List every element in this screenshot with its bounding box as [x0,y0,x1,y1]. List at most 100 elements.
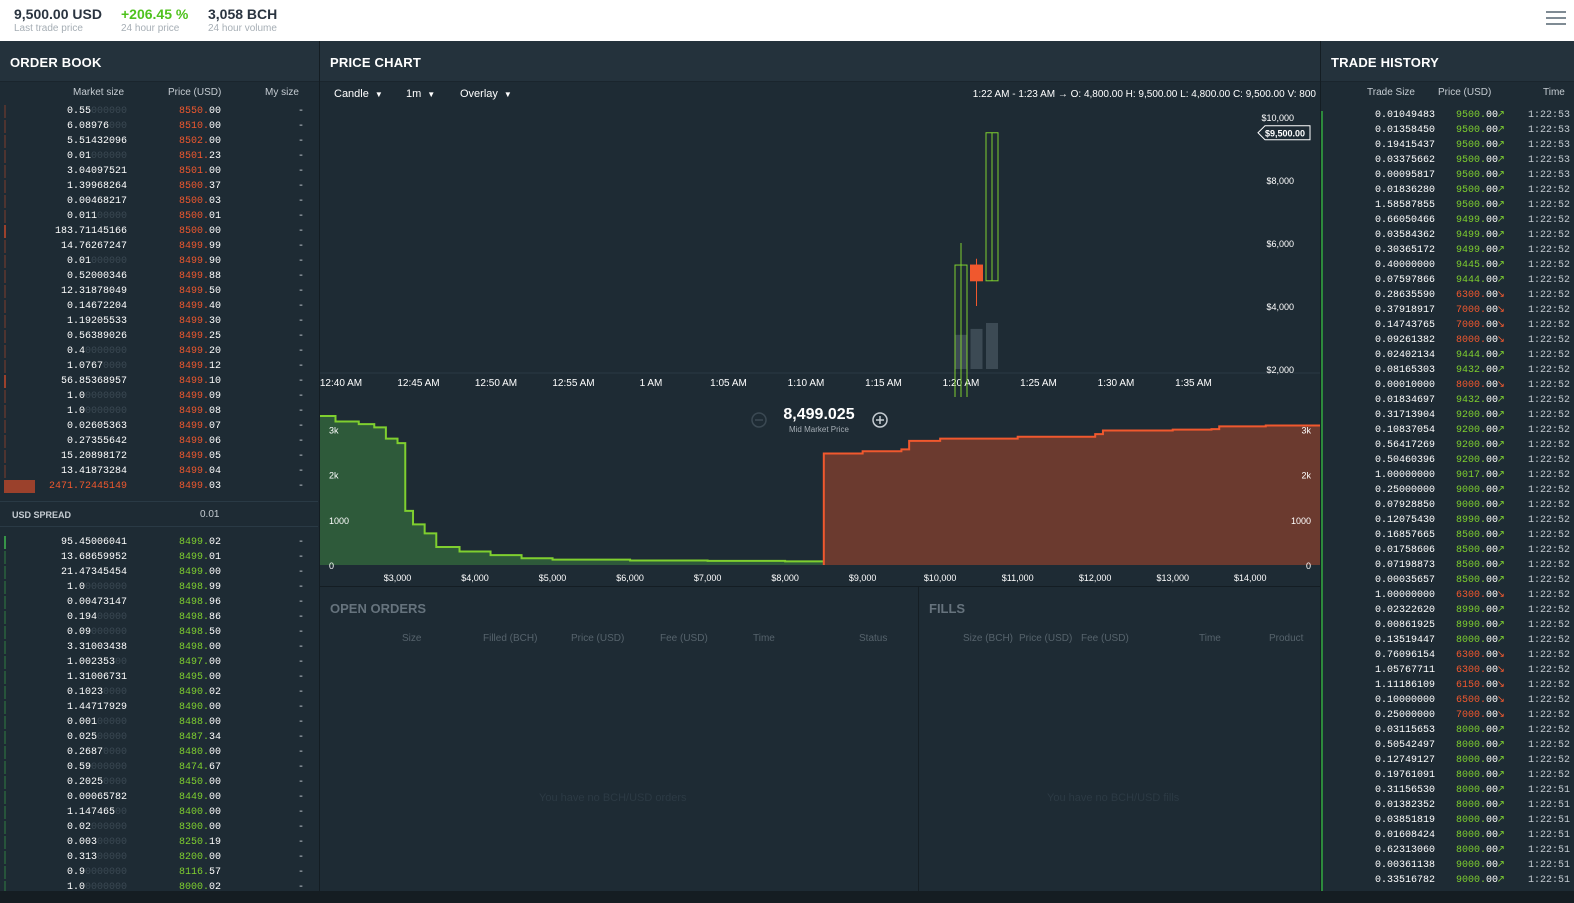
chart-type-select[interactable]: Candle ▼ [334,88,383,100]
ask-row[interactable]: 0.52000346 8499.88 - [0,269,318,284]
ask-row[interactable]: 3.04097521 8501.00 - [0,164,318,179]
bid-row[interactable]: 3.31003438 8498.00 - [0,640,318,655]
ask-row[interactable]: 0.01000000 8501.23 - [0,149,318,164]
market-size: 0.00300000 [66,837,127,848]
ask-row[interactable]: 1.39968264 8500.37 - [0,179,318,194]
trade-price: 9000.00 [1455,875,1498,886]
bid-row[interactable]: 1.00235300 8497.00 - [0,655,318,670]
bid-row[interactable]: 0.31300000 8200.00 - [0,850,318,865]
depth-x-tick: $8,000 [771,573,799,583]
bid-row[interactable]: 0.59000000 8474.67 - [0,760,318,775]
overlay-select[interactable]: Overlay ▼ [460,88,512,100]
trade-size: 0.07597866 [1374,275,1435,286]
bid-row[interactable]: 0.10230000 8490.02 - [0,685,318,700]
bid-row[interactable]: 1.00000000 8000.02 - [0,880,318,895]
ask-row[interactable]: 0.01100000 8500.01 - [0,209,318,224]
market-size: 21.47345454 [60,567,127,578]
zoom-in-icon[interactable] [872,412,888,428]
arrow-up-right-icon: ↗ [1496,740,1505,751]
bid-row[interactable]: 0.20250000 8450.00 - [0,775,318,790]
trade-size: 0.56417269 [1374,440,1435,451]
ask-row[interactable]: 0.27355642 8499.06 - [0,434,318,449]
oo-col-price: Price (USD) [571,633,625,644]
trade-size: 0.10837054 [1374,425,1435,436]
my-size: - [297,151,304,162]
bid-row[interactable]: 0.19400000 8498.86 - [0,610,318,625]
price: 8500.03 [178,196,221,207]
bid-row[interactable]: 21.47345454 8499.00 - [0,565,318,580]
bid-row[interactable]: 1.44717929 8490.00 - [0,700,318,715]
trade-size: 0.00095817 [1374,170,1435,181]
bid-row[interactable]: 0.90000000 8116.57 - [0,865,318,880]
ask-row[interactable]: 13.41873284 8499.04 - [0,464,318,479]
ask-row[interactable]: 56.85368957 8499.10 - [0,374,318,389]
trade-time: 1:22:52 [1527,245,1570,256]
depth-bar [4,315,6,328]
bid-row[interactable]: 0.09000000 8498.50 - [0,625,318,640]
ask-row[interactable]: 1.07670000 8499.12 - [0,359,318,374]
ask-row[interactable]: 0.01000000 8499.90 - [0,254,318,269]
ask-row[interactable]: 0.00468217 8500.03 - [0,194,318,209]
ask-row[interactable]: 0.56389026 8499.25 - [0,329,318,344]
trade-row: 0.00361138 9000.00 ↗ 1:22:51 [1321,858,1574,873]
ask-row[interactable]: 2471.72445149 8499.03 - [0,479,318,494]
depth-x-tick: $3,000 [384,573,412,583]
price: 8480.00 [178,747,221,758]
open-orders-empty: You have no BCH/USD orders [539,792,687,804]
current-price-label: $9,500.00 [1265,128,1305,138]
bid-row[interactable]: 0.00100000 8488.00 - [0,715,318,730]
bid-row[interactable]: 1.00000000 8498.99 - [0,580,318,595]
depth-chart[interactable]: 3k 3k 2k 2k 1000 1000 0 0 $3,000 $4,000 $5,000 $6,0… [320,397,1320,586]
my-size: - [297,361,304,372]
my-size: - [297,316,304,327]
price: 8502.00 [178,136,221,147]
candlestick-chart[interactable]: 12:40 AM 12:45 AM 12:50 AM 12:55 AM 1 AM 1:05… [320,107,1320,397]
bid-row[interactable]: 0.00473147 8498.96 - [0,595,318,610]
market-size: 0.14672204 [66,301,127,312]
ask-row[interactable]: 1.00000000 8499.09 - [0,389,318,404]
interval-select[interactable]: 1m ▼ [406,88,436,100]
price: 8499.25 [178,331,221,342]
ask-row[interactable]: 1.00000000 8499.08 - [0,404,318,419]
ask-row[interactable]: 5.51432096 8502.00 - [0,134,318,149]
ask-row[interactable]: 0.55000000 8550.00 - [0,104,318,119]
bid-row[interactable]: 1.14746500 8400.00 - [0,805,318,820]
trade-size: 0.00361138 [1374,860,1435,871]
zoom-out-icon[interactable] [751,412,767,428]
price: 8450.00 [178,777,221,788]
bid-row[interactable]: 95.45006041 8499.02 - [0,535,318,550]
bid-row[interactable]: 0.02000000 8300.00 - [0,820,318,835]
bid-row[interactable]: 0.00065782 8449.00 - [0,790,318,805]
chevron-down-icon: ▼ [503,90,512,99]
arrow-up-right-icon: ↗ [1496,350,1505,361]
my-size: - [297,136,304,147]
market-size: 183.71145166 [54,226,127,237]
bid-row[interactable]: 0.00300000 8250.19 - [0,835,318,850]
depth-bar [4,165,6,178]
ask-row[interactable]: 183.71145166 8500.00 - [0,224,318,239]
trade-price: 6500.00 [1455,695,1498,706]
trade-price: 9500.00 [1455,200,1498,211]
bid-row[interactable]: 13.68659952 8499.01 - [0,550,318,565]
bid-row[interactable]: 0.02500000 8487.34 - [0,730,318,745]
ask-row[interactable]: 6.08976000 8510.00 - [0,119,318,134]
price-change-value: +206.45 % [121,6,189,22]
ask-row[interactable]: 0.02605363 8499.07 - [0,419,318,434]
market-size: 0.00100000 [66,717,127,728]
hamburger-menu-icon[interactable] [1546,11,1566,27]
ask-row[interactable]: 0.14672204 8499.40 - [0,299,318,314]
ask-row[interactable]: 15.20898172 8499.05 - [0,449,318,464]
ask-row[interactable]: 0.40000000 8499.20 - [0,344,318,359]
candle-body [985,132,999,282]
trade-price: 9500.00 [1455,110,1498,121]
trade-price: 8000.00 [1455,380,1498,391]
trade-price: 9500.00 [1455,140,1498,151]
bid-row[interactable]: 0.26870000 8480.00 - [0,745,318,760]
trade-row: 0.01608424 8000.00 ↗ 1:22:51 [1321,828,1574,843]
ask-row[interactable]: 1.19205533 8499.30 - [0,314,318,329]
price: 8499.01 [178,552,221,563]
bid-row[interactable]: 1.31006731 8495.00 - [0,670,318,685]
ask-row[interactable]: 14.76267247 8499.99 - [0,239,318,254]
y-tick-label: $2,000 [1266,365,1294,375]
ask-row[interactable]: 12.31878049 8499.50 - [0,284,318,299]
